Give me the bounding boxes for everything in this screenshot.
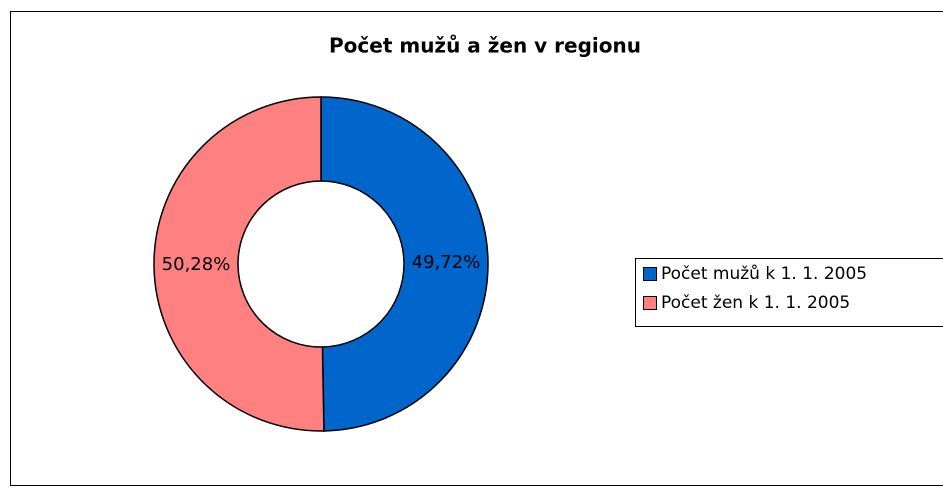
- data-label: 49,72%: [412, 252, 481, 273]
- donut-slice: [153, 96, 325, 432]
- data-label: 50,28%: [162, 254, 231, 275]
- donut-slice: [320, 96, 489, 432]
- chart-title: Počet mužů a žen v regionu: [329, 34, 641, 58]
- legend-swatch: [643, 267, 657, 281]
- legend-swatch: [643, 296, 657, 310]
- legend-box: [635, 258, 943, 327]
- legend-label: Počet mužů k 1. 1. 2005: [661, 264, 867, 284]
- legend-label: Počet žen k 1. 1. 2005: [661, 293, 850, 313]
